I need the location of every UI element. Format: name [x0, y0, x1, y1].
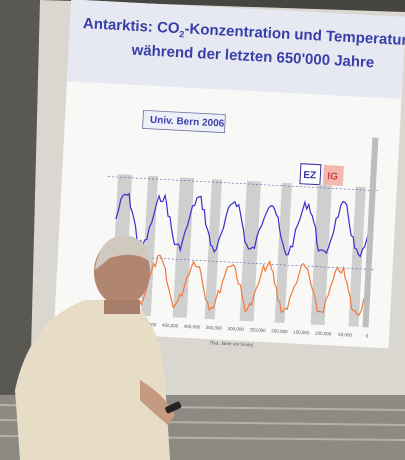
- neck: [104, 300, 140, 314]
- x-tick-label: 50,000: [338, 332, 353, 338]
- x-tick-label: 100,000: [315, 331, 332, 337]
- band: [274, 182, 292, 324]
- x-axis-label: (Tsd. Jahre vor heute): [209, 340, 253, 347]
- presenter: [15, 235, 182, 460]
- right-axis-bar: [362, 137, 379, 328]
- x-tick-label: 150,000: [293, 330, 310, 336]
- x-tick-label: 0: [366, 333, 369, 338]
- band: [239, 180, 261, 322]
- band: [172, 177, 195, 318]
- source-box: [142, 109, 226, 134]
- x-tick-label: 450,000: [162, 323, 179, 329]
- legend-box: [322, 164, 344, 186]
- hair: [95, 235, 150, 270]
- legend-ez: EZ: [303, 170, 316, 182]
- x-tick-label: 400,000: [184, 324, 201, 330]
- band: [310, 184, 332, 326]
- title-band: [66, 0, 405, 99]
- x-tick-label: 200,000: [271, 328, 288, 334]
- co2-curve: [115, 192, 371, 258]
- title-subscript: 2: [179, 29, 185, 39]
- legend-box: [299, 163, 322, 186]
- remote: [165, 401, 182, 414]
- x-tick-label: 300,000: [227, 326, 244, 332]
- band: [348, 186, 366, 327]
- reference-line: [107, 176, 380, 192]
- shirt: [15, 300, 170, 460]
- x-tick-label: 350,000: [206, 325, 223, 331]
- legend-ig: IG: [327, 171, 338, 183]
- hand: [140, 380, 175, 425]
- source-label: Univ. Bern 2006: [150, 115, 225, 130]
- interglacial-bands: [110, 174, 366, 327]
- temperature-curve: [111, 251, 367, 316]
- x-tick-label: 250,000: [249, 327, 266, 333]
- title-part: Antarktis: CO: [83, 15, 181, 37]
